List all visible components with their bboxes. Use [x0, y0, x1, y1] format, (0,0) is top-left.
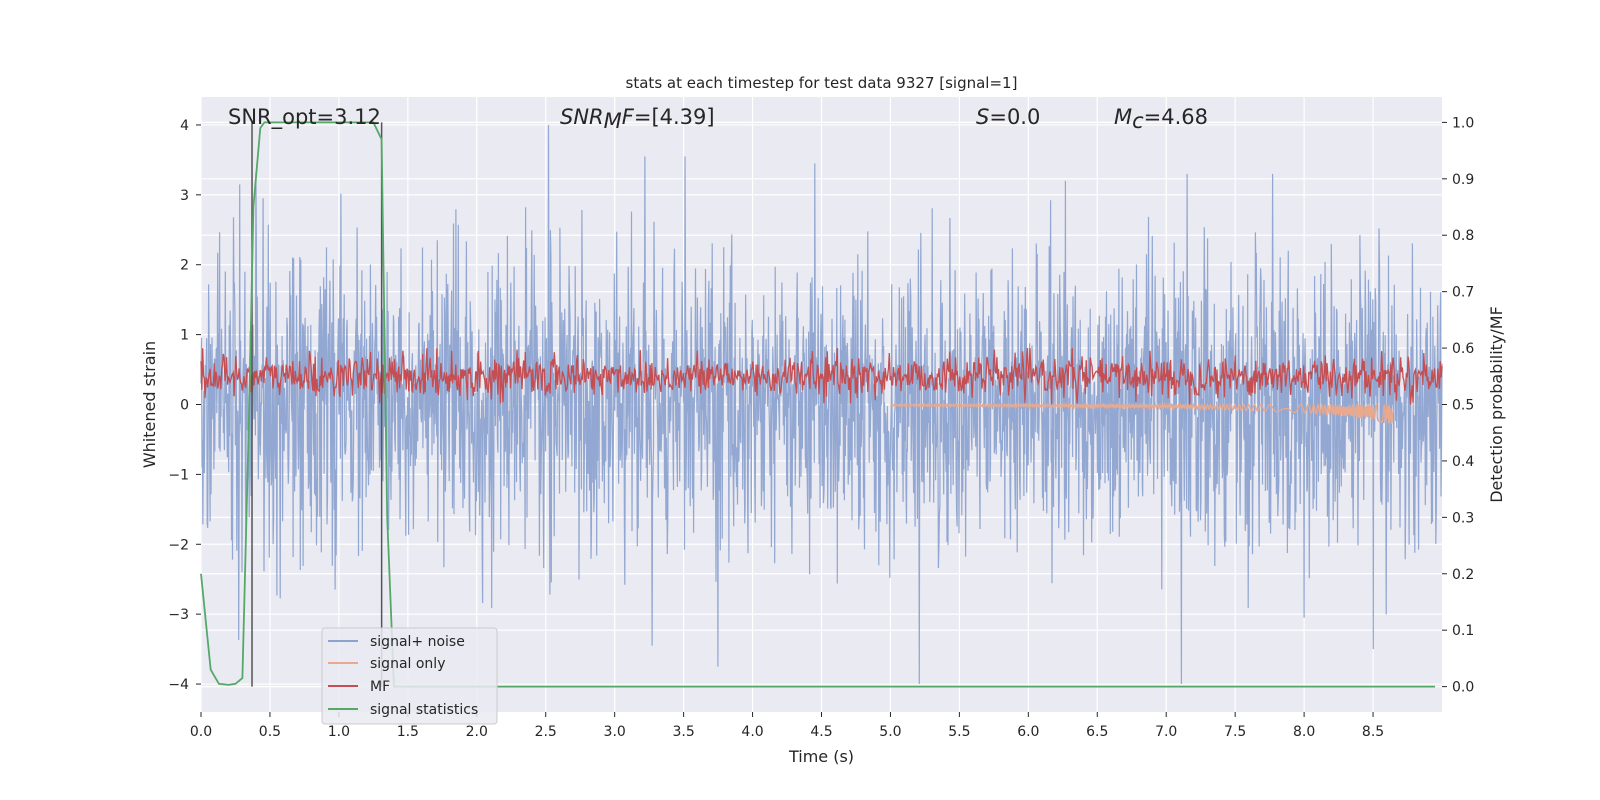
x-axis-label: Time (s) — [788, 747, 854, 766]
x-tick-label: 0.5 — [259, 724, 281, 740]
x-tick-label: 8.5 — [1362, 724, 1384, 740]
x-tick-label: 1.0 — [328, 724, 350, 740]
series-mf — [200, 348, 1443, 405]
x-tick-label: 0.0 — [190, 724, 212, 740]
x-tick-label: 2.5 — [535, 724, 557, 740]
y2-tick-label: 0.5 — [1452, 398, 1474, 414]
y2-tick-label: 0.1 — [1452, 623, 1474, 639]
s-annotation: S=0.0 — [976, 105, 1040, 129]
y2-tick-label: 1.0 — [1452, 115, 1474, 131]
x-tick-label: 8.0 — [1293, 724, 1315, 740]
legend-box — [321, 627, 498, 725]
y2-tick-label: 0.2 — [1452, 567, 1474, 583]
y-tick-label: −3 — [168, 607, 189, 623]
x-tick-label: 5.5 — [948, 724, 970, 740]
axis-ticks: 0.0 0.5 1.0 1.5 2.0 2.5 3.0 3.5 4.0 4.5 5.0 5.5 6.0 6… — [168, 115, 1474, 740]
x-tick-label: 5.0 — [879, 724, 901, 740]
x-tick-label: 6.0 — [1017, 724, 1039, 740]
snr-opt-annotation: SNR_opt=3.12 — [228, 105, 381, 130]
s-value: =0.0 — [989, 105, 1040, 129]
legend-label-signal-only: signal only — [370, 656, 445, 672]
snr-mf-value: =[4.39] — [634, 105, 715, 129]
plot-content — [200, 121, 1443, 688]
snr-mf-label2: F — [622, 105, 635, 129]
legend-label-signal-noise: signal+ noise — [370, 634, 465, 650]
x-tick-label: 4.5 — [810, 724, 832, 740]
y-tick-label: 1 — [180, 328, 189, 344]
y-tick-label: 0 — [180, 398, 189, 414]
y-tick-label: −4 — [168, 677, 189, 693]
series-signal-only — [889, 402, 1395, 424]
mc-annotation: Mc=4.68 — [1114, 105, 1208, 133]
y2-tick-label: 0.0 — [1452, 680, 1474, 696]
y-tick-label: −2 — [168, 537, 189, 553]
y2-tick-label: 0.3 — [1452, 510, 1474, 526]
y2-tick-label: 0.7 — [1452, 285, 1474, 301]
x-tick-label: 3.0 — [604, 724, 626, 740]
y2-tick-label: 0.4 — [1452, 454, 1474, 470]
x-tick-label: 7.0 — [1155, 724, 1177, 740]
x-tick-label: 4.0 — [741, 724, 763, 740]
y-tick-label: 4 — [180, 118, 189, 134]
snr-mf-annotation: SNRMF=[4.39] — [560, 105, 715, 133]
series-signal-statistics — [200, 121, 1436, 688]
y2-axis-label: Detection probability/MF — [1487, 306, 1506, 503]
x-tick-label: 7.5 — [1224, 724, 1246, 740]
legend-label-mf: MF — [370, 679, 390, 695]
legend-label-signal-statistics: signal statistics — [370, 702, 478, 718]
y-axis-label: Whitened strain — [140, 341, 159, 468]
y-tick-label: 2 — [180, 258, 189, 274]
y-tick-label: 3 — [180, 188, 189, 204]
x-tick-label: 6.5 — [1086, 724, 1108, 740]
chart-title: stats at each timestep for test data 932… — [626, 74, 1018, 92]
snr-mf-subscript: M — [604, 109, 622, 133]
legend: signal+ noise signal only MF signal stat… — [321, 627, 498, 725]
x-tick-label: 3.5 — [672, 724, 694, 740]
mc-value: =4.68 — [1144, 105, 1208, 129]
x-tick-label: 1.5 — [397, 724, 419, 740]
s-label: S — [976, 105, 989, 129]
snr-mf-label: SNR — [560, 105, 604, 129]
y2-tick-label: 0.6 — [1452, 341, 1474, 357]
x-tick-label: 2.0 — [466, 724, 488, 740]
mc-subscript: c — [1132, 109, 1144, 133]
mc-label: M — [1114, 105, 1132, 129]
y2-tick-label: 0.9 — [1452, 172, 1474, 188]
y-tick-label: −1 — [168, 467, 189, 483]
y2-tick-label: 0.8 — [1452, 228, 1474, 244]
